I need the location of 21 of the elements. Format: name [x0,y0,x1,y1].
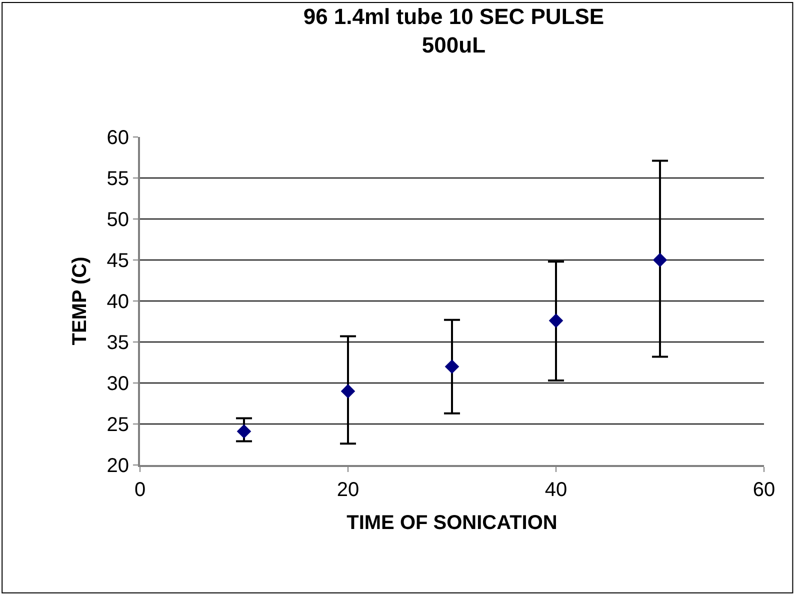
point [652,252,668,268]
y-tick-label: 55 [106,168,129,190]
x-tick-label: 60 [752,479,776,501]
y-tick-label: 50 [106,209,129,231]
y-tick-label: 40 [106,291,129,313]
y-tick-label: 20 [106,455,129,477]
y-tick-label: 45 [106,250,129,272]
point [340,384,356,398]
x-axis-title: TIME OF SONICATION [346,512,558,534]
x-tick-label: 0 [134,479,146,501]
chart-title: 96 1.4ml tube 10 SEC PULSE 500uL [303,4,604,58]
x-tick-label: 40 [544,479,568,501]
y-axis-title: TEMP (C) [68,256,91,346]
y-tick-label: 35 [106,332,129,354]
point [444,359,460,374]
y-tick-label: 30 [106,373,129,395]
y-tick-label: 60 [106,127,129,149]
point [548,314,564,328]
y-tick-label: 25 [106,414,129,436]
point [236,424,252,439]
x-tick-label: 20 [336,479,360,501]
